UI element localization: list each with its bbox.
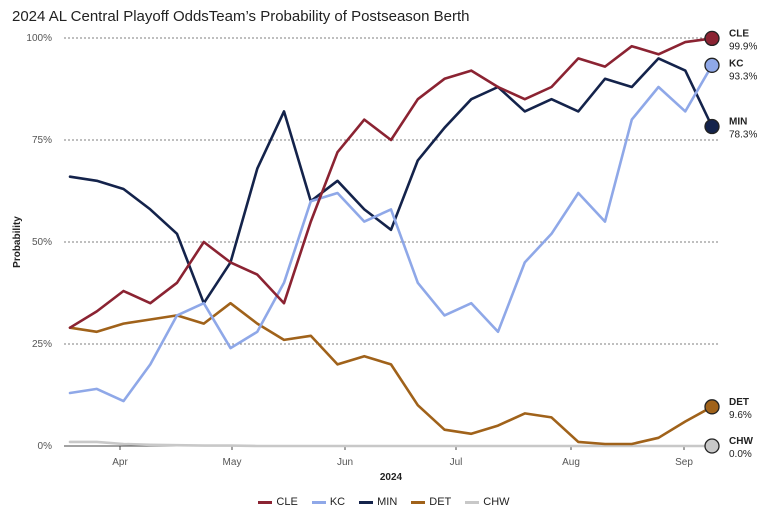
end-marker-kc [704, 57, 720, 73]
end-label-team: DET [729, 397, 749, 408]
legend-swatch [359, 500, 374, 504]
end-label-value: 78.3% [729, 130, 757, 141]
x-tick-label: Jun [337, 457, 353, 468]
legend-label: MIN [377, 496, 398, 508]
series-line-chw [68, 440, 714, 448]
series-line-min [68, 57, 714, 305]
end-label-value: 99.9% [729, 41, 757, 52]
legend-swatch [258, 500, 273, 504]
end-marker-cle [704, 30, 720, 47]
x-axis-label: 2024 [380, 472, 403, 483]
end-label-value: 9.6% [729, 410, 752, 421]
chart-title: 2024 AL Central Playoff OddsTeam’s Proba… [12, 8, 470, 25]
legend-item-cle: CLE [258, 496, 298, 508]
x-tick-label: Aug [562, 457, 580, 468]
legend-swatch [311, 500, 326, 504]
x-tick-label: May [223, 457, 242, 468]
legend-item-chw: CHW [465, 496, 510, 508]
y-axis-label: Probability [12, 216, 23, 268]
legend-item-min: MIN [359, 496, 397, 508]
series-line-cle [68, 37, 714, 330]
end-label-team: KC [729, 58, 743, 69]
legend-label: DET [429, 496, 452, 508]
chart-legend: CLE KC MIN DET CHW [0, 496, 768, 508]
y-tick-label: 75% [32, 135, 52, 146]
y-tick-label: 50% [32, 237, 52, 248]
legend-label: CHW [483, 496, 510, 508]
legend-swatch [465, 500, 480, 504]
x-tick-label: Apr [112, 457, 128, 468]
series-line-det [68, 301, 714, 446]
series-line-kc [68, 64, 714, 403]
y-tick-label: 25% [32, 339, 52, 350]
x-tick-label: Jul [450, 457, 463, 468]
end-marker-chw [704, 438, 720, 454]
legend-swatch [411, 500, 426, 504]
end-marker-det [704, 399, 720, 415]
end-label-team: MIN [729, 117, 747, 128]
legend-item-det: DET [411, 496, 451, 508]
y-tick-label: 0% [38, 441, 53, 452]
y-tick-label: 100% [26, 33, 52, 44]
end-label-value: 93.3% [729, 71, 757, 82]
end-label-value: 0.0% [729, 449, 752, 460]
chart-canvas: 0% 25% 50% 75% 100% Apr May Jun Jul Aug Sep 2024 Pro… [12, 28, 757, 483]
legend-label: CLE [276, 496, 298, 508]
end-label-team: CLE [729, 28, 749, 39]
end-marker-min [704, 118, 720, 135]
legend-item-kc: KC [311, 496, 346, 508]
legend-label: KC [329, 496, 346, 508]
end-label-team: CHW [729, 436, 753, 447]
x-tick-label: Sep [675, 457, 693, 468]
